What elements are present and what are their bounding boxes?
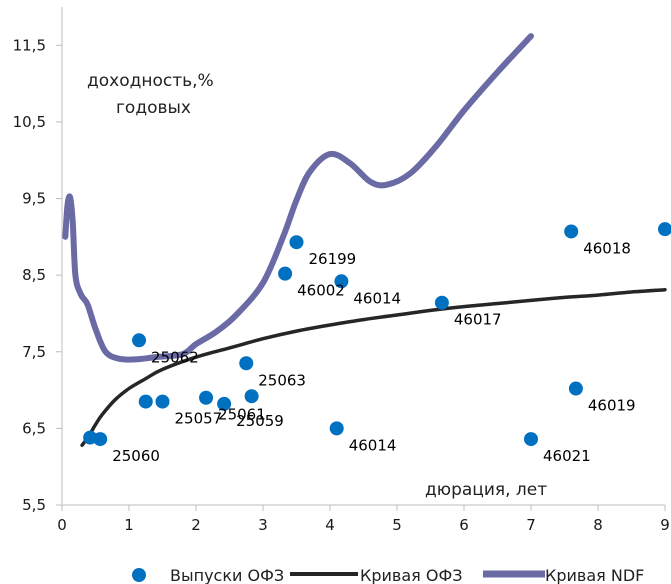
ofz-issue-label: 46019 — [588, 397, 636, 415]
ofz-issue-label: 25060 — [112, 447, 160, 465]
x-tick-label: 7 — [526, 516, 536, 534]
ofz-issue-label: 46021 — [543, 447, 591, 465]
ofz-issue-point — [524, 432, 538, 447]
y-tick-label: 7,5 — [22, 343, 46, 361]
y-tick-label: 10,5 — [13, 113, 46, 131]
y-tick-labels: 5,5 6,5 7,5 8,5 9,5 10,5 11,5 — [13, 36, 62, 514]
ofz-issue-point — [334, 274, 349, 289]
ofz-issue-label: 25061 — [218, 406, 266, 424]
x-tick-label: 9 — [660, 516, 670, 534]
ofz-issue-point — [568, 381, 583, 396]
x-tick-label: 2 — [191, 516, 201, 534]
ofz-issue-point — [199, 390, 214, 405]
legend: Выпуски ОФЗ Кривая ОФЗ Кривая NDF — [132, 566, 644, 584]
ofz-issue-point — [289, 235, 304, 250]
ofz-issue-point — [138, 394, 153, 409]
x-tick-label: 1 — [124, 516, 134, 534]
y-tick-label: 9,5 — [22, 190, 46, 208]
y-tick-label: 11,5 — [13, 36, 46, 54]
y-axis-annotation-line1: доходность,% — [87, 71, 214, 91]
x-tick-label: 4 — [325, 516, 335, 534]
ofz-issue-point — [329, 421, 344, 436]
ofz-curve-line — [80, 287, 667, 447]
ofz-issue-label: 25059 — [236, 412, 284, 430]
ofz-issue-label: 25062 — [151, 348, 199, 366]
ndf-curve-line — [62, 33, 534, 363]
legend-label-ndf-line: Кривая NDF — [545, 566, 644, 584]
y-tick-label: 6,5 — [22, 419, 46, 437]
y-tick-label: 8,5 — [22, 266, 46, 284]
y-tick-label: 5,5 — [22, 496, 46, 514]
ofz-issue-point — [658, 222, 671, 237]
ofz-issue-point — [239, 356, 254, 371]
legend-label-scatter: Выпуски ОФЗ — [170, 566, 284, 584]
ofz-issue-point — [244, 389, 259, 404]
ofz-issue-label: 25057 — [175, 410, 223, 428]
x-axis-annotation: дюрация, лет — [425, 480, 547, 500]
legend-label-ofz-line: Кривая ОФЗ — [360, 566, 462, 584]
ofz-issue-label: 46017 — [454, 311, 502, 329]
ofz-issue-point — [278, 266, 293, 281]
ofz-issue-point — [155, 394, 170, 409]
ofz-issue-label: 46018 — [583, 239, 631, 257]
ofz-issue-label: 25063 — [258, 371, 306, 389]
scatter-points — [83, 222, 671, 447]
ofz-issue-point — [564, 224, 579, 239]
ofz-issue-label: 26199 — [309, 250, 357, 268]
axes — [61, 7, 665, 506]
x-tick-label: 0 — [57, 516, 67, 534]
ofz-issue-point — [93, 432, 108, 447]
ofz-issue-point — [132, 333, 147, 348]
legend-marker-scatter — [132, 568, 146, 582]
x-tick-label: 6 — [459, 516, 469, 534]
ofz-issue-label: 46002 — [297, 282, 345, 300]
x-tick-labels: 0 1 2 3 4 5 6 7 8 9 — [57, 505, 670, 534]
ofz-issue-label: 46014 — [353, 289, 401, 307]
x-tick-label: 8 — [593, 516, 603, 534]
series-lines — [62, 33, 667, 447]
x-tick-label: 3 — [258, 516, 268, 534]
ofz-issue-point — [434, 295, 449, 310]
ofz-issue-point — [217, 396, 232, 411]
ofz-issue-label: 46014 — [349, 436, 397, 454]
x-tick-label: 5 — [392, 516, 402, 534]
y-axis-annotation-line2: годовых — [116, 98, 191, 118]
